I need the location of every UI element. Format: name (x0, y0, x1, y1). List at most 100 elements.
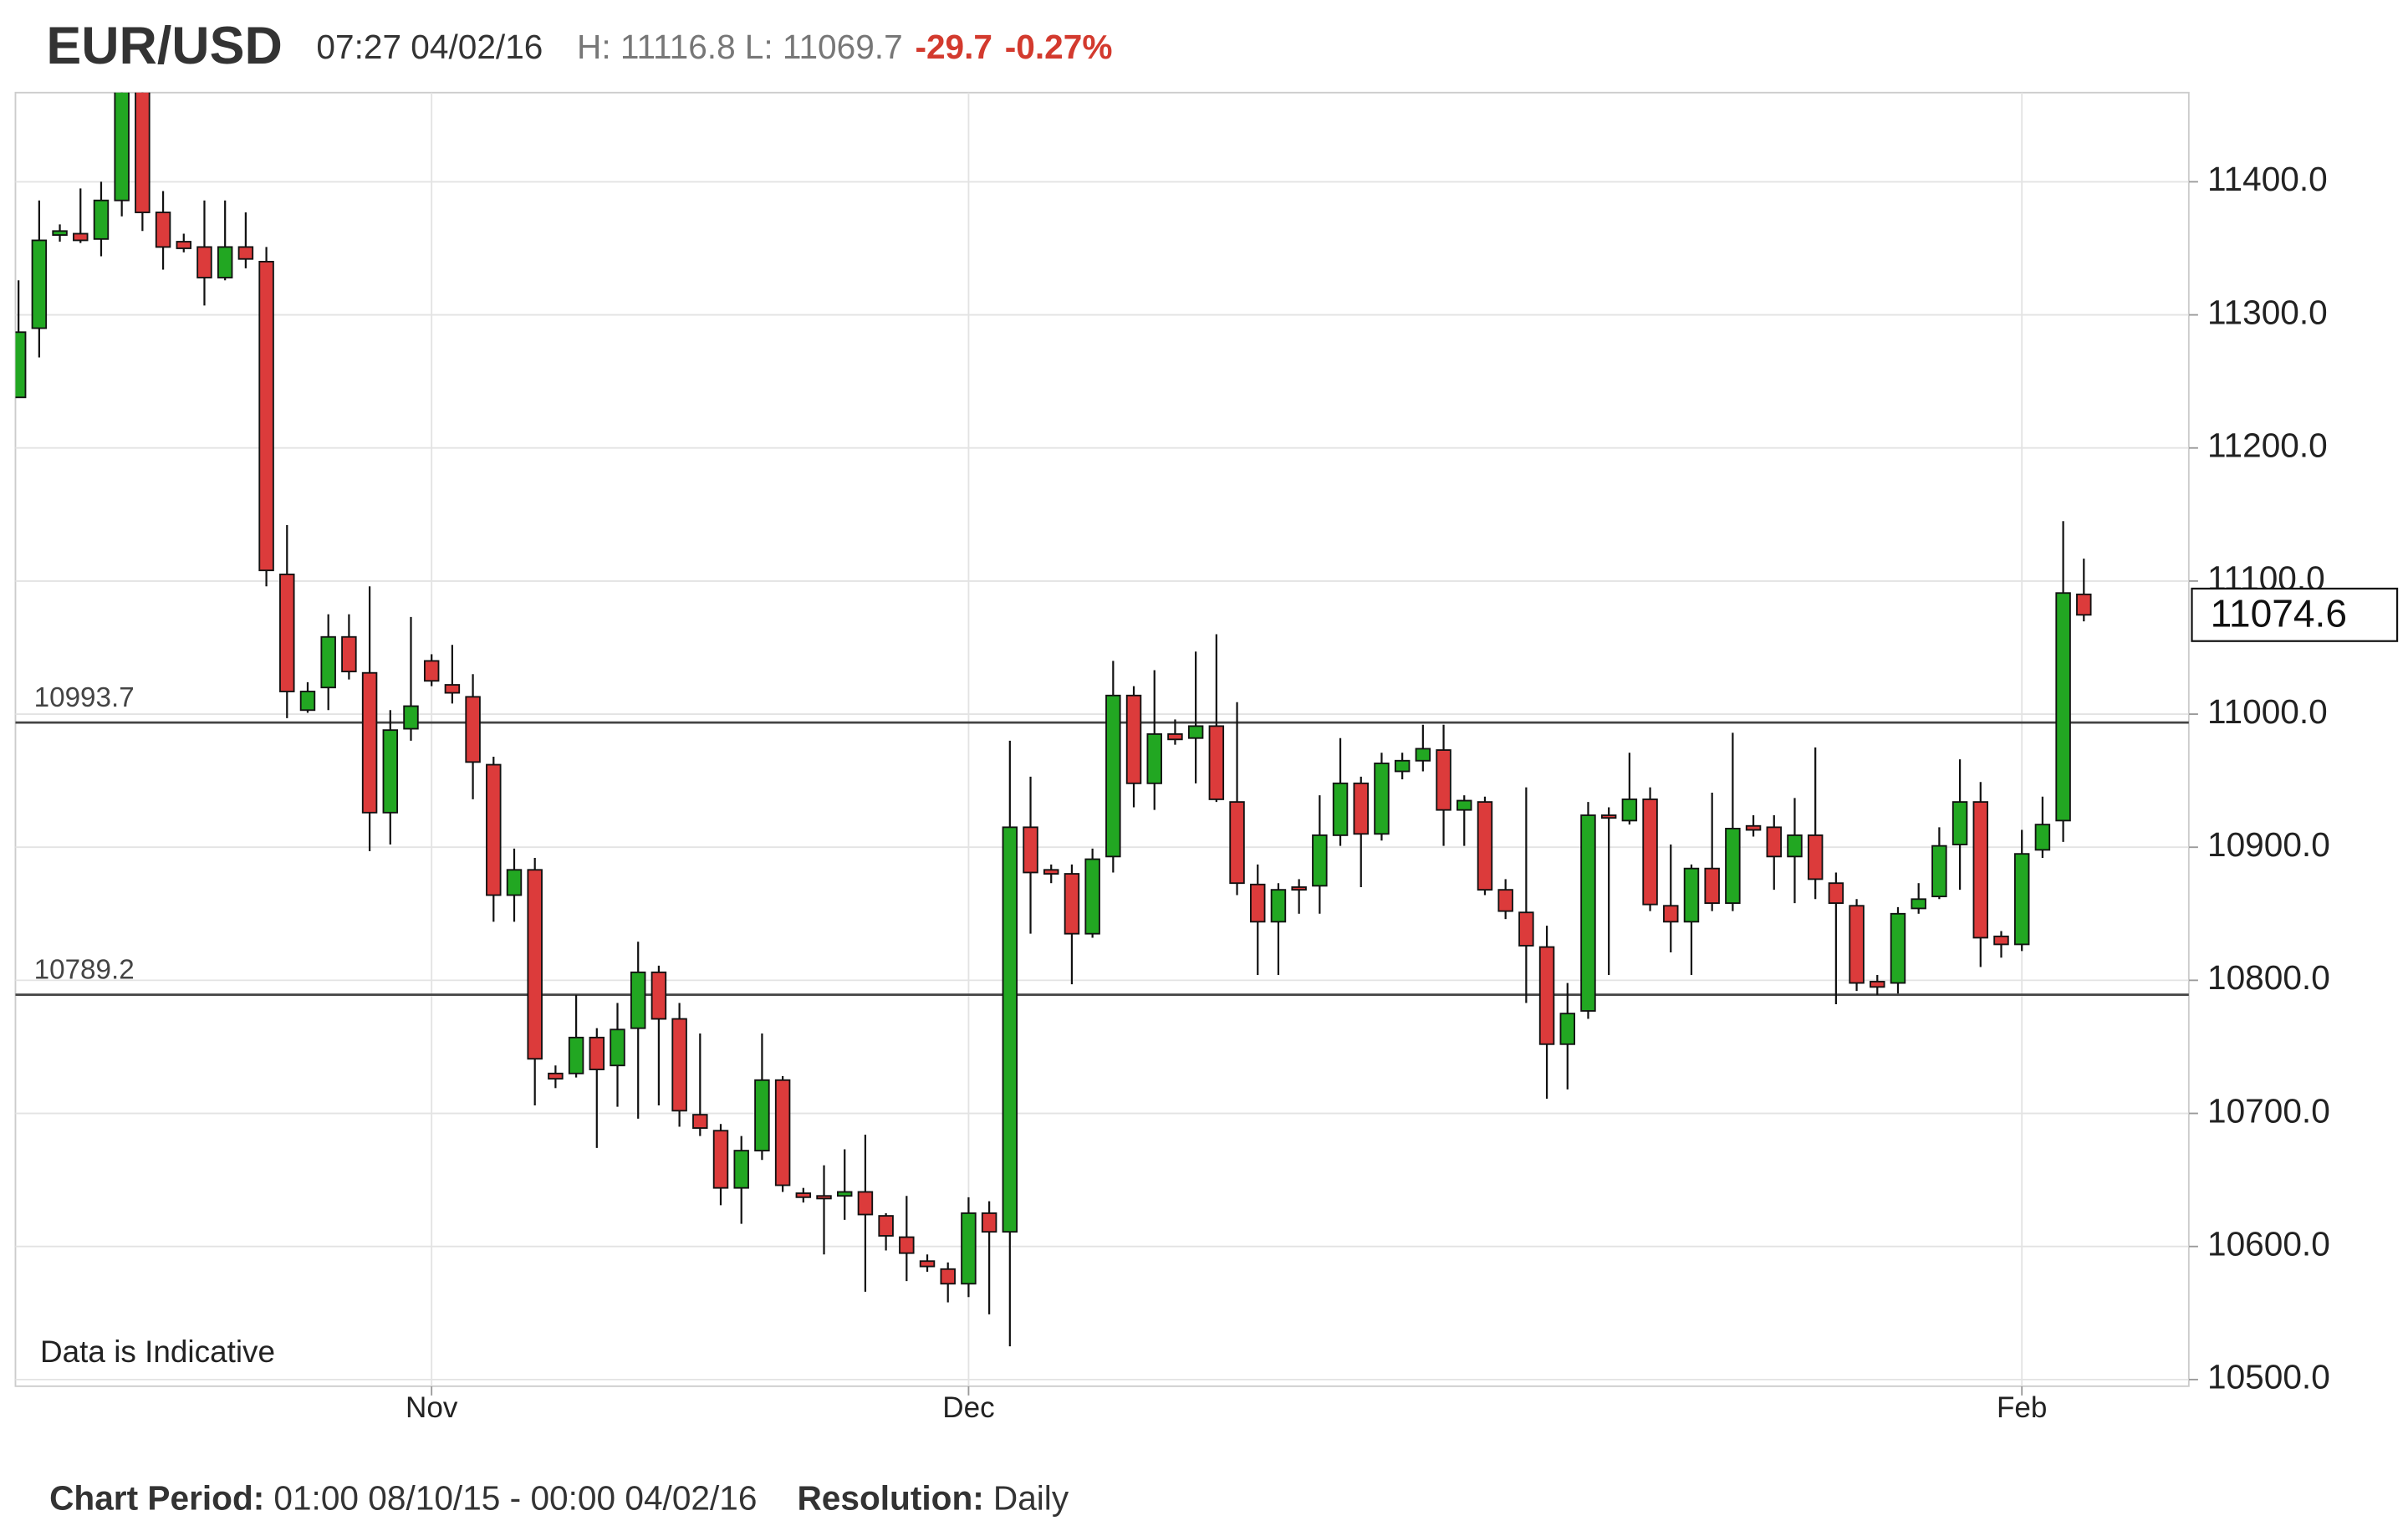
watermark: Data is Indicative (40, 1335, 275, 1369)
candle-body (114, 92, 130, 202)
low: L: 11069.7 (745, 28, 903, 66)
candle-body (1766, 826, 1783, 858)
candle-body (506, 869, 523, 896)
candle-body (589, 1036, 605, 1070)
candle-body (1023, 826, 1038, 874)
candle-body (733, 1150, 749, 1189)
candle-body (836, 1191, 853, 1197)
candle-body (1229, 801, 1245, 885)
candle-body (712, 1130, 729, 1189)
candle-body (1518, 911, 1534, 947)
candle-body (1084, 858, 1100, 935)
candle-body (1828, 882, 1844, 904)
candle-body (1250, 883, 1266, 923)
candle-body (444, 684, 461, 694)
candle-body (1849, 905, 1865, 984)
candle-body (1187, 725, 1204, 739)
candle-body (2013, 853, 2030, 946)
period-label: Chart Period: (49, 1478, 264, 1517)
candle-body (610, 1028, 625, 1067)
x-tick-label: Dec (942, 1391, 994, 1424)
candle-body (2076, 593, 2092, 616)
candle-body (1477, 801, 1493, 891)
candle-body (320, 635, 336, 689)
candle-body (1415, 748, 1431, 762)
y-tick-label: 10700.0 (2207, 1091, 2330, 1130)
candle-body (1745, 824, 1762, 831)
candle-body (73, 232, 89, 242)
y-tick-label: 11200.0 (2207, 426, 2328, 464)
candle-body (1208, 725, 1225, 800)
candle-body (1538, 946, 1555, 1045)
candle-body (279, 574, 295, 692)
resolution: Daily (993, 1478, 1069, 1517)
candle-body (176, 241, 192, 249)
candle-body (258, 260, 274, 572)
change: -29.7 (915, 28, 992, 66)
change-pct: -0.27% (1005, 28, 1113, 66)
candle-body (1497, 889, 1513, 912)
candle-body (1559, 1013, 1575, 1045)
candle-body (217, 246, 233, 278)
symbol: EUR/USD (46, 17, 282, 75)
candle-body (1911, 898, 1926, 910)
candle-body (1105, 694, 1121, 858)
candle-body (1993, 935, 2009, 946)
candle-body (1951, 801, 1968, 845)
period: 01:00 08/10/15 - 00:00 04/02/16 (273, 1478, 757, 1517)
candle-body (1890, 912, 1906, 984)
y-tick-label: 11300.0 (2207, 293, 2328, 331)
candle-body (93, 199, 110, 240)
x-tick-label: Nov (406, 1391, 458, 1424)
candle-body (196, 246, 212, 278)
candle-body (1663, 905, 1679, 923)
candle-body (465, 696, 481, 763)
x-tick-label: Feb (1997, 1391, 2047, 1424)
candle-body (795, 1192, 812, 1198)
candle-body (361, 671, 378, 814)
y-tick-label: 10500.0 (2207, 1358, 2330, 1396)
footer: Chart Period: 01:00 08/10/15 - 00:00 04/0… (49, 1478, 1069, 1517)
candle-body (1332, 782, 1349, 836)
plot-frame (14, 91, 2190, 1387)
candle-body (1167, 733, 1183, 741)
y-tick-label: 10800.0 (2207, 958, 2330, 997)
candle-body (961, 1212, 977, 1285)
candle-body (31, 239, 48, 329)
candle-body (1312, 834, 1328, 887)
reference-label: 10789.2 (34, 955, 135, 986)
candle-body (155, 212, 171, 248)
candle-body (981, 1212, 997, 1233)
candle-body (341, 635, 357, 673)
candle-body (878, 1215, 894, 1237)
header: EUR/USD 07:27 04/02/16 H: 11116.8 L: 11069.… (46, 17, 1112, 75)
candle-body (1353, 782, 1369, 835)
candle-body (650, 971, 667, 1020)
candle-body (692, 1114, 708, 1129)
candle-body (237, 246, 254, 260)
candle-body (1291, 886, 1307, 891)
candle-body (1870, 981, 1885, 988)
candle-body (1931, 845, 1947, 898)
candle-body (135, 92, 150, 213)
resolution-label: Resolution: (797, 1478, 983, 1517)
high: H: 11116.8 (577, 28, 736, 66)
candle-body (919, 1260, 936, 1268)
candle-body (1580, 814, 1596, 1012)
candle-body (527, 869, 543, 1060)
candle-body (754, 1079, 770, 1152)
candle-body (382, 729, 399, 814)
candles (15, 92, 2092, 1347)
reference-label: 10993.7 (34, 682, 135, 713)
candle-body (299, 691, 316, 712)
candle-body (630, 971, 646, 1029)
candle-body (816, 1195, 832, 1200)
y-tick-label: 10900.0 (2207, 825, 2330, 864)
candle-body (1600, 814, 1617, 819)
candle-body (1807, 834, 1824, 880)
candle-body (1394, 759, 1411, 773)
candle-body (1621, 799, 1638, 822)
candle-body (1002, 826, 1018, 1233)
candle-body (671, 1018, 687, 1112)
